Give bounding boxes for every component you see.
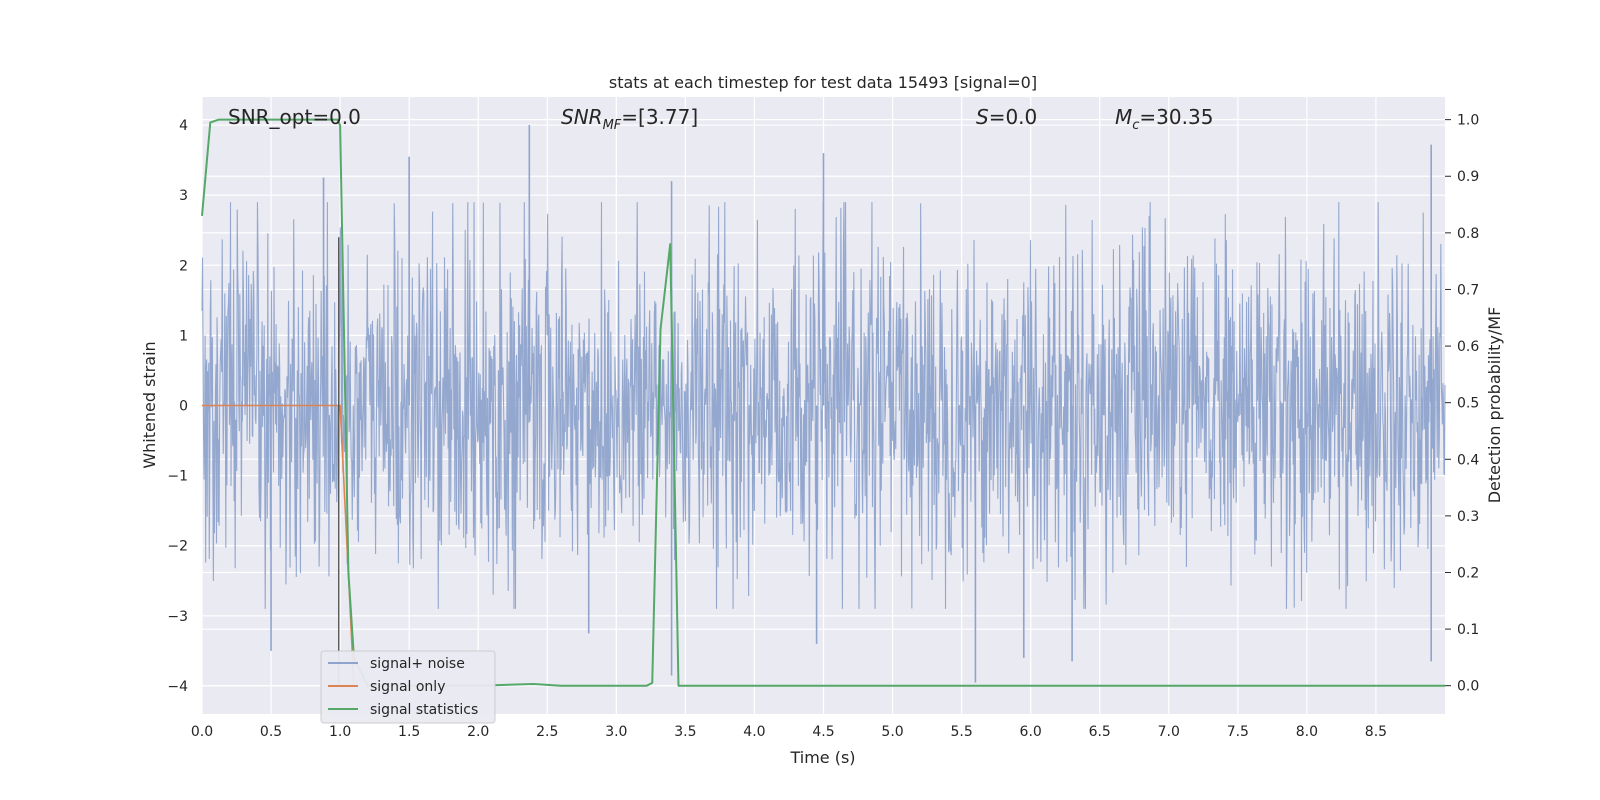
x-tick-label: 1.5 (398, 724, 420, 740)
y-tick-label: −4 (167, 679, 188, 695)
y-tick-labels: 4 3 2 1 0 −1 −2 −3 −4 (167, 118, 188, 695)
x-tick-label: 3.5 (674, 724, 696, 740)
y-right-tick-label: 0.5 (1457, 396, 1479, 412)
x-tick-label: 4.5 (812, 724, 834, 740)
x-tick-label: 0.5 (260, 724, 282, 740)
y-right-tick-label: 0.7 (1457, 282, 1479, 298)
annotation-s: S=0.0 (976, 105, 1037, 129)
y-tick-label: 0 (179, 399, 188, 415)
x-tick-label: 0.0 (191, 724, 213, 740)
y-right-tick-label: 0.3 (1457, 509, 1479, 525)
x-axis-label: Time (s) (789, 748, 855, 767)
y-right-tick-label: 0.2 (1457, 565, 1479, 581)
y-right-tick-label: 0.0 (1457, 679, 1479, 695)
x-tick-label: 7.5 (1227, 724, 1249, 740)
x-tick-labels: 0.0 0.5 1.0 1.5 2.0 2.5 3.0 3.5 4.0 4.5 5.0 5.5 6.0 6… (191, 724, 1387, 740)
annotation-snr-opt: SNR_opt=0.0 (228, 105, 361, 129)
x-tick-label: 2.5 (536, 724, 558, 740)
y-tick-label: −3 (167, 609, 188, 625)
x-tick-label: 8.0 (1296, 724, 1318, 740)
annotation-mc: Mc=30.35 (1115, 105, 1213, 133)
annotation-snr-mf: SNRMF=[3.77] (561, 105, 698, 133)
y-tick-label: 1 (179, 328, 188, 344)
x-tick-label: 2.0 (467, 724, 489, 740)
legend-label-signal-only: signal only (370, 679, 445, 695)
x-tick-label: 1.0 (329, 724, 351, 740)
legend-label-signal-statistics: signal statistics (370, 702, 478, 718)
y-right-tick-label: 0.6 (1457, 339, 1479, 355)
x-tick-label: 8.5 (1365, 724, 1387, 740)
x-tick-label: 3.0 (605, 724, 627, 740)
y-tick-label: −2 (167, 539, 188, 555)
chart-title: stats at each timestep for test data 154… (609, 73, 1037, 92)
y-tick-label: 2 (179, 258, 188, 274)
x-tick-label: 6.5 (1089, 724, 1111, 740)
y-tick-label: −1 (167, 469, 188, 485)
y-tick-label: 4 (179, 118, 188, 134)
y-right-tick-label: 0.8 (1457, 226, 1479, 242)
x-tick-label: 6.0 (1020, 724, 1042, 740)
x-tick-label: 4.0 (743, 724, 765, 740)
y-right-tick-label: 1.0 (1457, 113, 1479, 129)
y-right-tick-label: 0.9 (1457, 169, 1479, 185)
x-tick-label: 7.0 (1158, 724, 1180, 740)
y-axis-label: Whitened strain (140, 341, 159, 468)
legend-box (320, 650, 496, 724)
legend-label-signal-noise: signal+ noise (370, 656, 465, 672)
y-tick-label: 3 (179, 188, 188, 204)
x-tick-label: 5.5 (950, 724, 972, 740)
y-right-tick-label: 0.4 (1457, 452, 1479, 468)
y-right-tick-labels: 1.0 0.9 0.8 0.7 0.6 0.5 0.4 0.3 0.2 0.1 0.0 (1445, 113, 1479, 695)
x-tick-label: 5.0 (881, 724, 903, 740)
legend: signal+ noise signal only signal statist… (320, 650, 496, 724)
y-right-axis-label: Detection probability/MF (1485, 307, 1504, 504)
y-right-tick-label: 0.1 (1457, 622, 1479, 638)
